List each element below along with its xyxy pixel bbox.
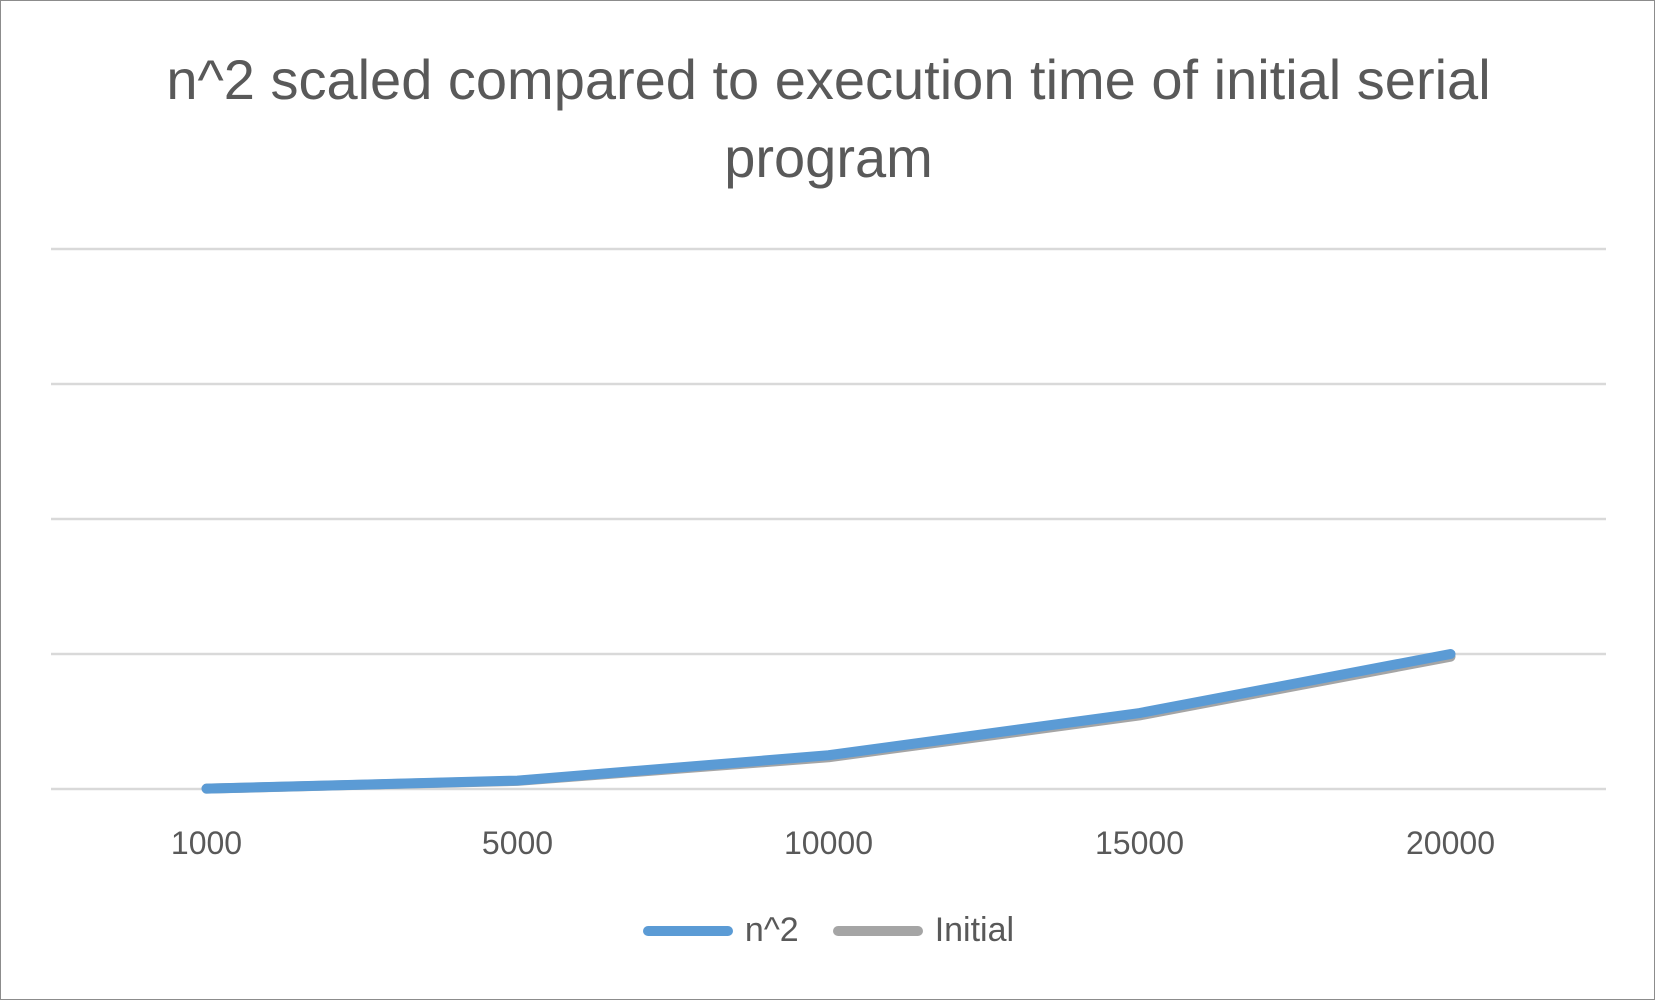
legend: n^2 Initial <box>1 911 1656 950</box>
chart-title: n^2 scaled compared to execution time of… <box>166 48 1491 189</box>
legend-label: Initial <box>934 911 1015 949</box>
legend-swatch <box>832 925 923 936</box>
legend-item: Initial <box>832 911 1015 950</box>
x-tick-label: 10000 <box>784 825 873 861</box>
series-line-n-2 <box>201 649 1456 794</box>
gridlines <box>51 247 1606 791</box>
legend-item: n^2 <box>642 911 799 950</box>
x-tick-label: 1000 <box>171 825 242 861</box>
series-lines <box>201 649 1456 794</box>
series-line-initial <box>201 651 1456 794</box>
x-tick-label: 20000 <box>1406 825 1495 861</box>
x-tick-label: 15000 <box>1095 825 1184 861</box>
x-axis-tick-labels: 1000 5000 10000 15000 20000 <box>171 825 1495 861</box>
x-tick-label: 5000 <box>482 825 553 861</box>
legend-swatch <box>642 925 733 936</box>
legend-label: n^2 <box>744 911 799 949</box>
